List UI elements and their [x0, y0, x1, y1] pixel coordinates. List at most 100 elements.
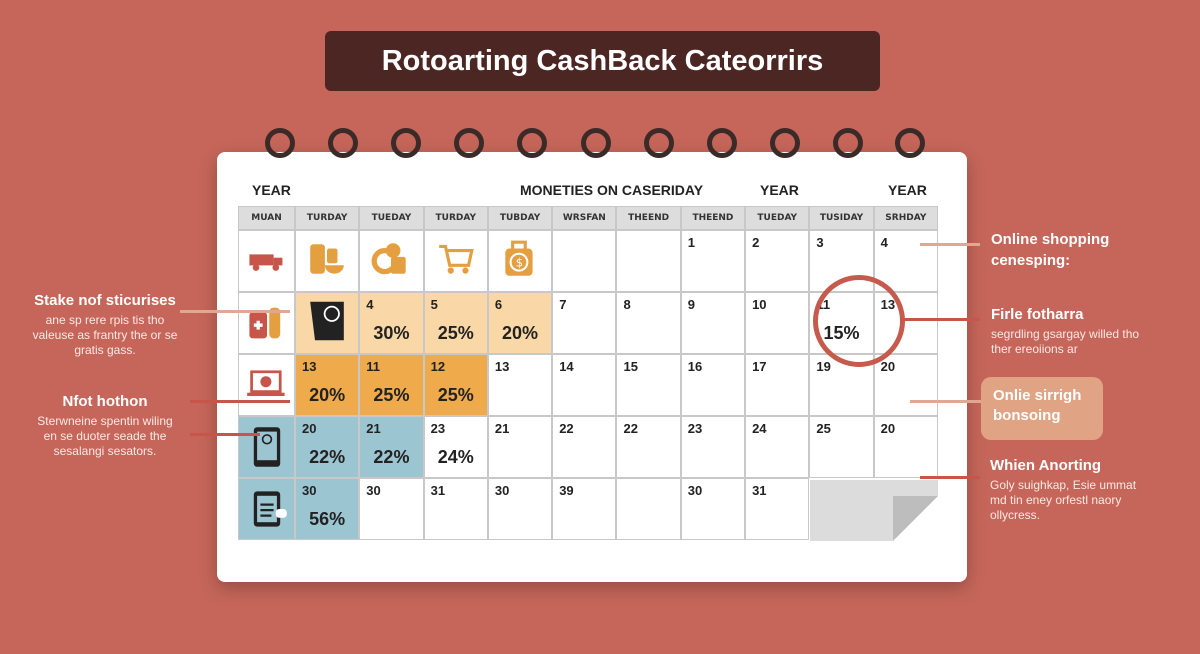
day-number: 30: [366, 483, 381, 498]
weekday-header: THEEND: [680, 206, 746, 230]
day-cell[interactable]: $: [487, 230, 553, 292]
day-cell[interactable]: [423, 230, 488, 292]
day-cell[interactable]: 1: [680, 230, 746, 292]
year-label: YEAR: [252, 182, 291, 198]
day-cell[interactable]: 12 25%: [423, 354, 488, 416]
day-number: 14: [559, 359, 574, 374]
day-cell[interactable]: 15: [616, 354, 681, 416]
cashback-percent: 56%: [309, 509, 346, 529]
day-number: 8: [623, 297, 631, 312]
day-cell[interactable]: 23 24%: [423, 416, 488, 478]
binder-ring: [454, 128, 484, 158]
day-number: 23: [687, 421, 703, 436]
day-cell[interactable]: 5 25%: [423, 292, 488, 354]
binder-ring: [581, 128, 611, 158]
day-number: 19: [816, 359, 831, 374]
day-number: 15: [623, 359, 638, 374]
day-cell[interactable]: [359, 230, 424, 292]
day-number: 1: [687, 235, 696, 250]
day-cell[interactable]: 21: [487, 416, 553, 478]
year-label: YEAR: [760, 182, 799, 198]
day-cell[interactable]: 20 22%: [295, 416, 360, 478]
day-cell[interactable]: 31: [423, 478, 488, 540]
day-cell[interactable]: 19: [809, 354, 874, 416]
day-number: 30: [687, 483, 703, 498]
day-number: 13: [494, 359, 510, 374]
day-number: 16: [687, 359, 703, 374]
day-cell[interactable]: 24: [745, 416, 810, 478]
day-number: 22: [623, 421, 638, 436]
day-number: 39: [559, 483, 574, 498]
day-cell[interactable]: 31: [745, 478, 810, 540]
day-cell[interactable]: [295, 292, 360, 354]
day-number: 31: [430, 483, 446, 498]
highlight-circle: [813, 275, 905, 367]
day-cell[interactable]: [616, 230, 681, 292]
phone-icon: [303, 297, 351, 349]
day-cell[interactable]: 30: [359, 478, 424, 540]
day-number: 3: [816, 235, 824, 250]
binder-ring: [517, 128, 547, 158]
day-cell[interactable]: 7: [552, 292, 617, 354]
day-cell[interactable]: 20: [873, 354, 938, 416]
day-cell[interactable]: [552, 230, 617, 292]
day-number: 13: [302, 359, 317, 374]
cart-icon: [435, 238, 477, 284]
day-cell[interactable]: 16: [680, 354, 746, 416]
day-cell[interactable]: 9: [680, 292, 746, 354]
cashback-percent: 22%: [373, 447, 410, 467]
day-cell[interactable]: 11 25%: [359, 354, 424, 416]
day-number: 30: [494, 483, 510, 498]
day-cell[interactable]: 22: [616, 416, 681, 478]
annotation-right-1: Online shopping cenesping:: [991, 231, 1110, 269]
cashback-percent: 22%: [309, 447, 346, 467]
day-cell[interactable]: 13 20%: [295, 354, 360, 416]
day-number: 20: [880, 421, 896, 436]
day-cell[interactable]: 2: [745, 230, 810, 292]
cashback-percent: 25%: [437, 323, 474, 343]
day-cell[interactable]: 21 22%: [359, 416, 424, 478]
day-number: 11: [366, 359, 381, 374]
day-cell[interactable]: 30: [680, 478, 746, 540]
svg-text:$: $: [516, 255, 523, 269]
day-number: 7: [559, 297, 567, 312]
day-cell[interactable]: 10: [745, 292, 810, 354]
day-cell[interactable]: 39: [552, 478, 617, 540]
day-cell[interactable]: [616, 478, 681, 540]
jars-icon: [306, 238, 348, 284]
day-cell[interactable]: 4 30%: [359, 292, 424, 354]
weekday-header: WRSFAN: [552, 206, 617, 230]
day-cell[interactable]: 22: [552, 416, 617, 478]
day-cell[interactable]: 13: [487, 354, 553, 416]
day-number: 2: [752, 235, 760, 250]
weekday-header: TURDAY: [295, 206, 360, 230]
day-number: 4: [366, 297, 374, 312]
day-cell[interactable]: 8: [616, 292, 681, 354]
day-number: 21: [494, 421, 510, 436]
binder-ring: [770, 128, 800, 158]
day-cell[interactable]: 14: [552, 354, 617, 416]
day-cell[interactable]: 25: [809, 416, 874, 478]
page-title: Rotoarting CashBack Cateorrirs: [325, 31, 880, 91]
day-cell[interactable]: 6 20%: [487, 292, 553, 354]
category-truck-icon: [238, 230, 295, 292]
day-number: 6: [494, 297, 503, 312]
weekday-header: TUBDAY: [487, 206, 553, 230]
weekday-header: TURDAY: [423, 206, 488, 230]
annotation-right-3: Onlie sirrigh bonsoing: [981, 377, 1103, 440]
day-number: 10: [752, 297, 767, 312]
day-cell[interactable]: 30: [487, 478, 553, 540]
day-cell[interactable]: 20: [873, 416, 938, 478]
day-cell[interactable]: 30 56%: [295, 478, 360, 540]
day-cell[interactable]: 4: [873, 230, 938, 292]
day-number: 9: [687, 297, 696, 312]
day-number: 20: [302, 421, 317, 436]
day-number: 23: [430, 421, 446, 436]
binder-ring: [833, 128, 863, 158]
day-cell[interactable]: 23: [680, 416, 746, 478]
day-cell[interactable]: [295, 230, 360, 292]
cashback-percent: 20%: [502, 323, 539, 343]
weekday-header: TUEDAY: [359, 206, 424, 230]
category-document-icon: [238, 478, 295, 540]
day-cell[interactable]: 17: [745, 354, 810, 416]
